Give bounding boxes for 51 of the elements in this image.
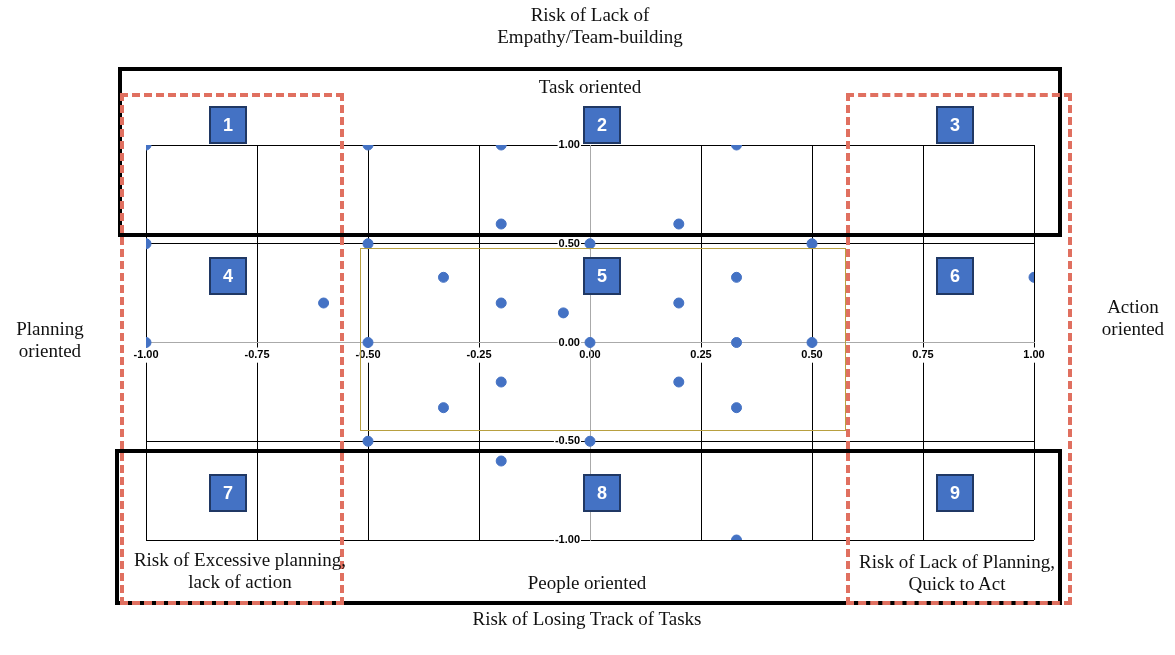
x-tick-label: 0.75: [912, 348, 934, 361]
text: 2: [583, 106, 621, 144]
point: [731, 271, 743, 283]
x-tick-label: -1.00: [133, 348, 159, 361]
annotation: 8: [583, 474, 621, 512]
text: Task oriented: [537, 76, 643, 98]
point: [673, 297, 685, 309]
point: [495, 376, 507, 388]
text: Risk of Excessive planning, lack of action: [132, 549, 348, 593]
point: [673, 218, 685, 230]
text: People oriented: [526, 572, 648, 594]
text: Risk of Lack of Planning, Quick to Act: [858, 551, 1056, 595]
text: 3: [936, 106, 974, 144]
x-tick-label: 1.00: [1023, 348, 1045, 361]
point: [731, 337, 743, 348]
annotation: 9: [936, 474, 974, 512]
text: Action oriented: [1100, 296, 1166, 340]
x-tick-label: 0.25: [690, 348, 712, 361]
text: Risk of Losing Track of Tasks: [471, 608, 703, 630]
text: Risk of Lack of Empathy/Team-building: [496, 4, 684, 48]
point: [318, 297, 330, 309]
point: [495, 218, 507, 230]
point: [673, 376, 685, 388]
point: [437, 402, 449, 414]
text: 1: [209, 106, 247, 144]
point: [584, 337, 596, 348]
point: [362, 238, 374, 250]
y-tick-label: -0.50: [554, 434, 580, 447]
point: [495, 297, 507, 309]
y-tick-label: 1.00: [558, 138, 580, 151]
point: [806, 238, 818, 250]
point: [731, 402, 743, 414]
point: [437, 271, 449, 283]
point: [806, 337, 818, 348]
x-tick-label: -0.25: [466, 348, 492, 361]
x-tick-label: 0.50: [801, 348, 823, 361]
y-tick-label: 0.50: [558, 236, 580, 249]
annotation: 4: [209, 257, 247, 295]
annotation: 7: [209, 474, 247, 512]
annotation: 5: [583, 257, 621, 295]
y-tick-label: 0.00: [558, 335, 580, 348]
point: [495, 455, 507, 467]
point: [362, 337, 374, 348]
point: [584, 238, 596, 250]
point: [362, 435, 374, 447]
point: [584, 435, 596, 447]
y-tick-label: -1.00: [554, 533, 580, 546]
annotation: 6: [936, 257, 974, 295]
text: Planning oriented: [15, 318, 85, 362]
point: [557, 307, 569, 319]
x-tick-label: -0.75: [244, 348, 270, 361]
